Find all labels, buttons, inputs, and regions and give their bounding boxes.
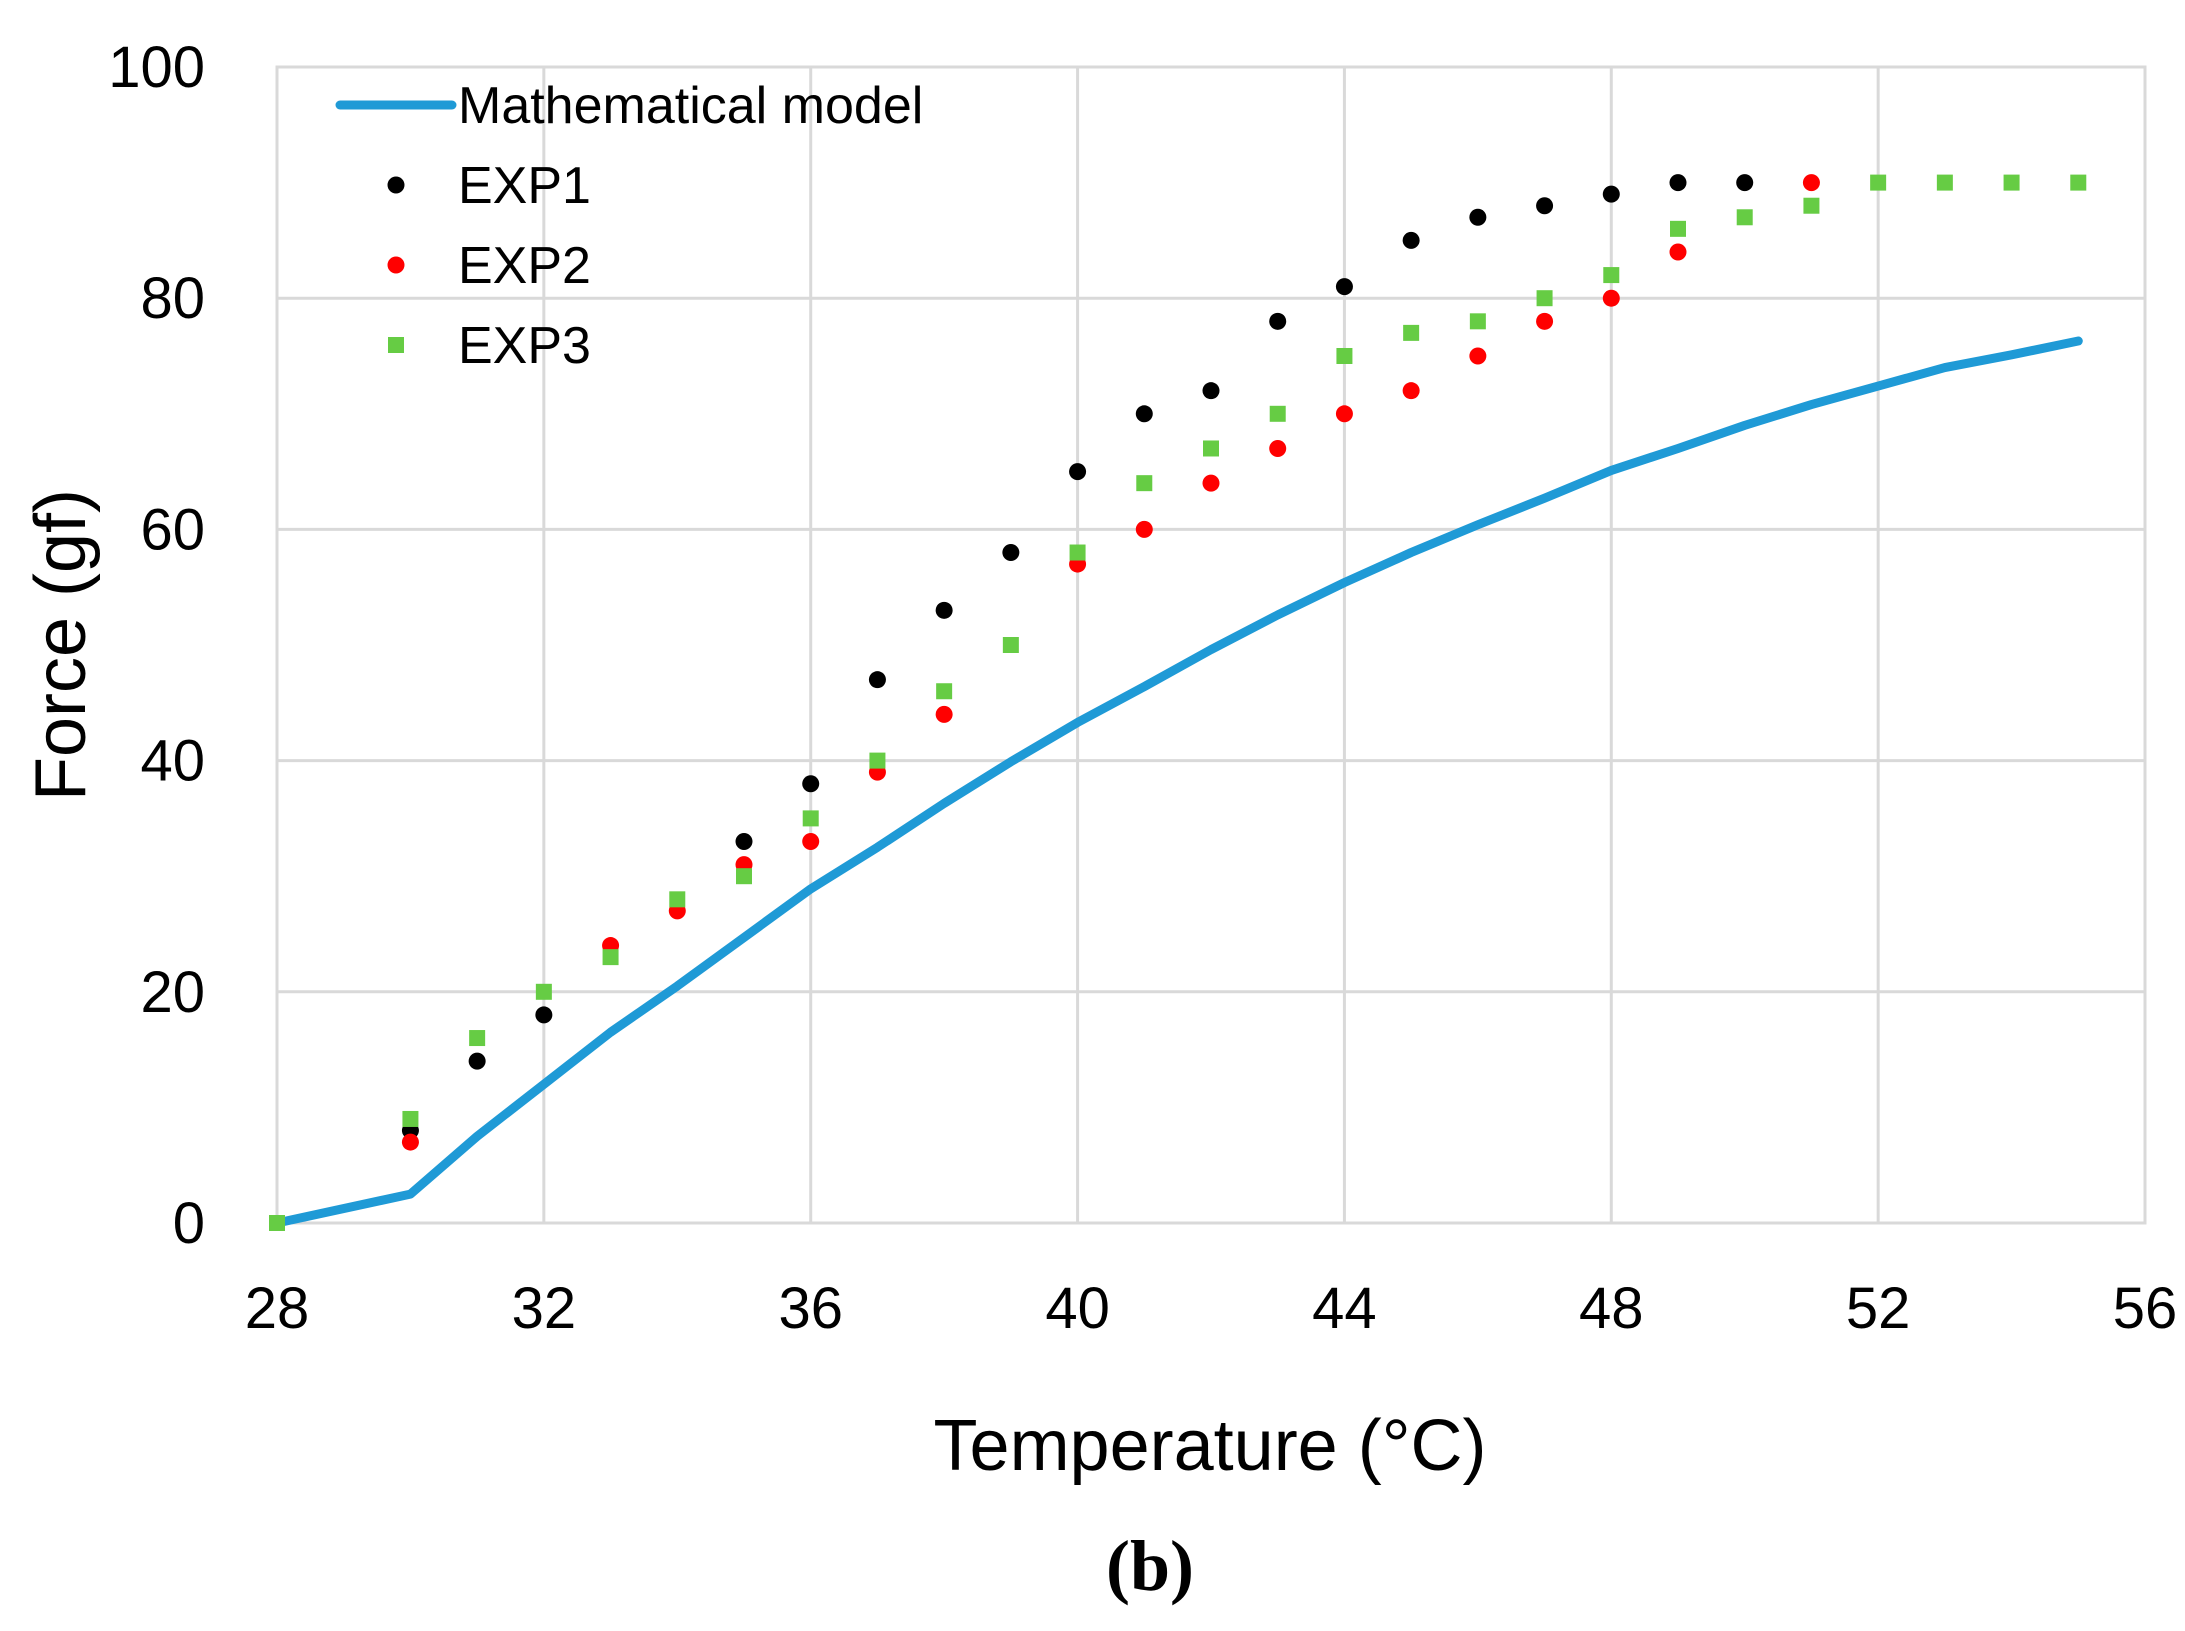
data-point <box>2003 174 2020 191</box>
data-point <box>1736 209 1753 226</box>
x-tick-label: 44 <box>1312 1276 1377 1341</box>
data-point <box>1803 197 1820 214</box>
plot-frame <box>275 65 2147 1225</box>
x-tick-label: 36 <box>778 1276 843 1341</box>
data-point <box>535 983 552 1000</box>
data-point <box>1536 312 1554 330</box>
data-point <box>1202 474 1220 492</box>
data-point <box>1002 637 1019 653</box>
data-point <box>1670 220 1686 237</box>
series-exp1 <box>401 174 1754 1140</box>
data-point <box>402 1110 419 1127</box>
data-point <box>468 1052 486 1070</box>
y-tick-label: 100 <box>108 35 205 100</box>
data-point <box>1202 382 1220 400</box>
x-tick-label: 32 <box>512 1276 577 1341</box>
data-point <box>936 683 953 700</box>
data-point <box>1736 174 1754 192</box>
y-axis-title: Force (gf) <box>21 489 101 801</box>
x-tick-label: 48 <box>1579 1276 1644 1341</box>
legend-entry: Mathematical model <box>335 77 923 135</box>
grid-layer <box>275 65 2147 1225</box>
data-point <box>1536 290 1553 307</box>
data-point <box>1602 289 1620 307</box>
data-point <box>2070 174 2087 191</box>
data-point <box>802 775 820 793</box>
series-exp3 <box>269 174 2087 1231</box>
data-point <box>802 810 819 827</box>
x-axis-title: Temperature (°C) <box>934 1406 1487 1486</box>
data-point <box>935 601 953 619</box>
legend-entry: EXP3 <box>388 317 591 375</box>
data-point <box>1069 463 1087 481</box>
y-tick-label: 60 <box>140 497 205 562</box>
legend-label: Mathematical model <box>458 77 923 135</box>
data-point <box>736 868 752 885</box>
data-point <box>1402 231 1420 249</box>
data-point <box>1469 313 1486 330</box>
legend-entry: EXP1 <box>387 157 591 215</box>
data-point <box>401 1133 419 1151</box>
data-point <box>469 1030 486 1047</box>
data-point <box>1669 174 1687 192</box>
legend-marker-swatch <box>387 176 405 194</box>
data-point <box>1135 520 1153 538</box>
series-exp2 <box>401 174 1820 1151</box>
legend-label: EXP3 <box>458 317 591 375</box>
data-point <box>1069 544 1086 561</box>
data-point <box>1335 278 1353 296</box>
data-point <box>1136 475 1153 492</box>
data-point <box>1002 544 1020 562</box>
legend-entry: EXP2 <box>387 237 591 295</box>
data-point <box>1870 174 1887 191</box>
x-tick-label: 52 <box>1846 1276 1911 1341</box>
legend-label: EXP2 <box>458 237 591 295</box>
data-point <box>1603 267 1620 284</box>
x-tick-label: 28 <box>245 1276 310 1341</box>
data-point <box>869 752 886 769</box>
data-point <box>1269 312 1287 330</box>
data-point <box>1469 347 1487 365</box>
data-point <box>735 833 753 851</box>
series-layer <box>269 174 2087 1231</box>
data-point <box>1802 174 1820 192</box>
series-mathematical-model <box>272 336 2083 1228</box>
data-point <box>1602 185 1620 203</box>
data-point <box>1669 243 1687 261</box>
legend-label: EXP1 <box>458 157 591 215</box>
data-point <box>1469 208 1487 226</box>
data-point <box>1402 382 1420 400</box>
data-point <box>1936 174 1953 191</box>
x-tick-label: 56 <box>2113 1276 2178 1341</box>
data-point <box>1403 324 1420 341</box>
data-point <box>1536 197 1554 215</box>
data-point <box>1336 348 1353 364</box>
axis-layer: 28 32 36 40 44 48 52 56 0 20 40 60 80 100 <box>108 35 2177 1341</box>
data-point <box>1269 405 1286 422</box>
y-tick-label: 40 <box>140 729 205 794</box>
data-point <box>935 705 953 723</box>
data-point <box>868 671 886 689</box>
y-tick-label: 20 <box>140 960 205 1025</box>
data-point <box>1335 405 1353 423</box>
data-point <box>602 949 619 966</box>
x-tick-label: 40 <box>1045 1276 1110 1341</box>
data-point <box>1269 439 1287 457</box>
data-point <box>669 891 686 908</box>
data-point <box>1135 405 1153 423</box>
panel-label: (b) <box>1106 1526 1194 1606</box>
y-tick-label: 80 <box>140 266 205 331</box>
legend-marker-swatch <box>387 256 405 274</box>
data-point <box>535 1006 553 1024</box>
legend-marker-swatch <box>388 337 404 353</box>
data-point <box>269 1215 285 1231</box>
model-line <box>272 336 2083 1228</box>
data-point <box>802 833 820 851</box>
legend: Mathematical model EXP1 EXP2 EXP3 <box>335 77 923 375</box>
y-tick-label: 0 <box>173 1191 205 1256</box>
data-point <box>1203 440 1219 457</box>
